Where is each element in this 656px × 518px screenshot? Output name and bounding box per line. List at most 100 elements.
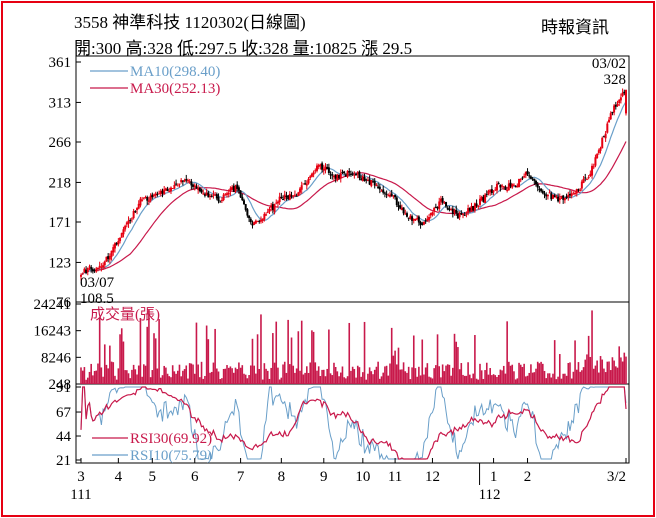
volume-bar: [582, 367, 585, 384]
volume-bar: [387, 375, 390, 384]
volume-bar: [317, 366, 320, 384]
candle-body: [405, 213, 408, 217]
volume-bar: [494, 375, 497, 384]
volume-bar: [570, 378, 573, 384]
candle-body: [540, 188, 543, 192]
volume-bar: [283, 361, 286, 384]
candle-body: [385, 193, 388, 195]
candle-body: [186, 180, 189, 182]
volume-bar: [509, 365, 512, 384]
volume-bar: [171, 365, 174, 384]
volume-bar: [83, 367, 86, 384]
candle-body: [312, 172, 315, 175]
volume-bar: [217, 371, 220, 384]
candle-body: [103, 261, 106, 266]
candle-body: [448, 208, 451, 210]
volume-bar: [120, 328, 123, 384]
volume-bar: [475, 378, 478, 384]
candle-body: [163, 189, 166, 195]
volume-bar: [134, 369, 137, 384]
candle-body: [232, 185, 235, 192]
candle-body: [287, 195, 290, 200]
candle-body: [215, 194, 218, 199]
volume-bar: [536, 361, 539, 384]
month-label: 10: [355, 469, 370, 485]
candle-body: [568, 193, 571, 196]
candle-body: [343, 171, 346, 174]
month-label: 9: [320, 469, 328, 485]
volume-bar: [243, 373, 245, 384]
candle-body: [90, 267, 93, 270]
candle-body: [319, 164, 322, 167]
candle-body: [375, 185, 378, 187]
volume-bar: [360, 376, 362, 384]
volume-bar: [144, 365, 147, 384]
month-label: 2: [524, 469, 532, 485]
volume-bar: [545, 378, 548, 384]
candle-body: [467, 208, 470, 213]
volume-bar: [280, 377, 283, 384]
candle-body: [237, 187, 240, 191]
candle-body: [251, 223, 254, 226]
volume-bar: [341, 366, 344, 384]
volume-bar: [92, 375, 94, 384]
candle-body: [389, 194, 392, 197]
candle-body: [236, 184, 239, 189]
candle-body: [477, 206, 480, 208]
candle-body: [322, 168, 325, 171]
candle-body: [327, 167, 330, 173]
candle-body: [141, 199, 144, 201]
volume-bar: [306, 366, 308, 384]
candle-body: [334, 174, 337, 179]
candle-body: [502, 186, 505, 188]
volume-bar: [516, 378, 519, 384]
candle-body: [147, 200, 150, 202]
price-tick-label: 76: [56, 295, 72, 311]
candle-body: [397, 205, 400, 207]
candle-body: [280, 196, 283, 199]
volume-bar: [560, 378, 563, 384]
candle-body: [465, 213, 468, 215]
candle-body: [580, 181, 583, 189]
candle-body: [295, 195, 298, 197]
candle-body: [604, 133, 607, 139]
volume-bar: [107, 368, 109, 384]
volume-bar: [102, 376, 104, 384]
candle-body: [450, 209, 453, 211]
volume-bar: [521, 366, 524, 384]
candle-body: [166, 188, 169, 192]
candle-body: [399, 205, 402, 209]
candle-body: [470, 206, 473, 212]
volume-bar: [117, 368, 120, 384]
candle-body: [441, 198, 444, 203]
volume-bar: [604, 372, 607, 384]
candle-body: [494, 189, 497, 191]
volume-bar: [227, 367, 230, 384]
volume-bar: [149, 377, 152, 384]
volume-bar: [362, 372, 364, 384]
volume-bar: [190, 363, 193, 384]
candle-body: [443, 202, 446, 204]
candle-body: [219, 201, 222, 203]
month-label: 1: [490, 469, 498, 485]
volume-bar: [233, 372, 235, 384]
candle-body: [198, 187, 201, 191]
volume-bar: [244, 374, 247, 384]
volume-bar: [474, 335, 476, 384]
candle-body: [317, 165, 320, 168]
volume-bar: [625, 356, 627, 384]
volume-bar: [552, 373, 554, 384]
volume-bar: [100, 367, 103, 384]
volume-bar: [542, 363, 544, 384]
candle-body: [282, 199, 285, 201]
candle-body: [614, 104, 617, 107]
price-tick-label: 361: [49, 55, 72, 71]
volume-bar: [467, 362, 469, 384]
candle-body: [222, 194, 225, 200]
volume-bar: [618, 346, 621, 384]
candle-body: [120, 233, 123, 238]
candle-body: [446, 207, 449, 210]
candle-body: [611, 111, 614, 114]
volume-bar: [416, 376, 418, 384]
